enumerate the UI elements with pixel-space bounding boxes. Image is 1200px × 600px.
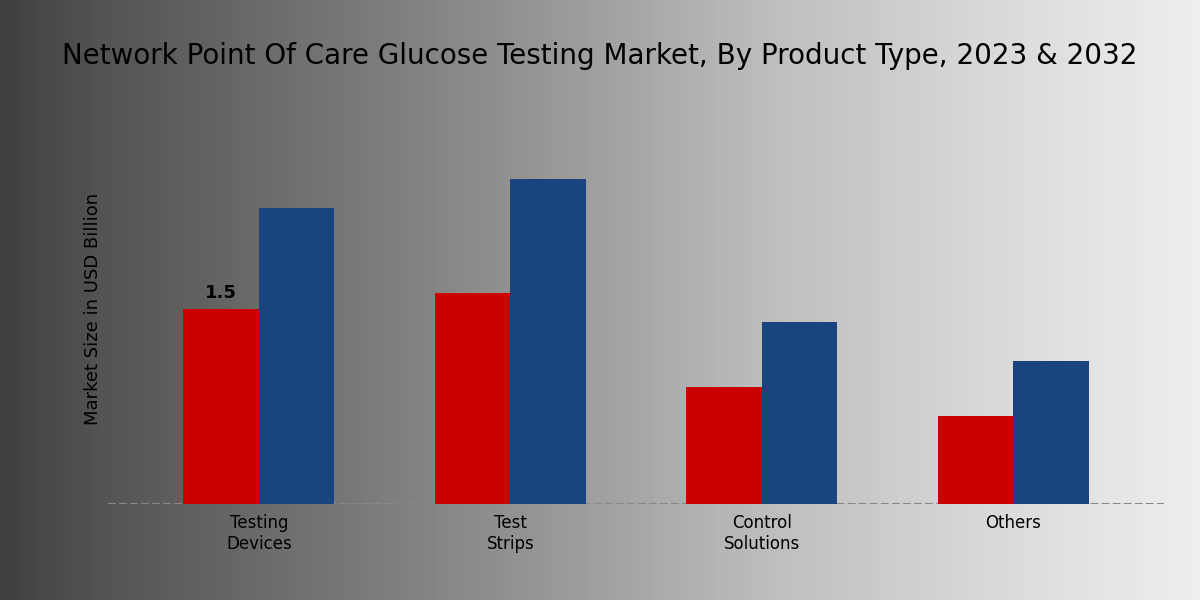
Bar — [184, 309, 259, 504]
Bar — [434, 293, 510, 504]
Bar — [762, 322, 838, 504]
Text: 1.5: 1.5 — [205, 284, 238, 302]
Bar — [686, 387, 762, 504]
Y-axis label: Market Size in USD Billion: Market Size in USD Billion — [84, 193, 102, 425]
Bar — [259, 208, 335, 504]
Bar — [937, 416, 1013, 504]
Bar — [510, 179, 586, 504]
Text: Network Point Of Care Glucose Testing Market, By Product Type, 2023 & 2032: Network Point Of Care Glucose Testing Ma… — [62, 42, 1138, 70]
Legend: 2023, 2032: 2023, 2032 — [758, 0, 965, 1]
Bar — [1013, 361, 1088, 504]
